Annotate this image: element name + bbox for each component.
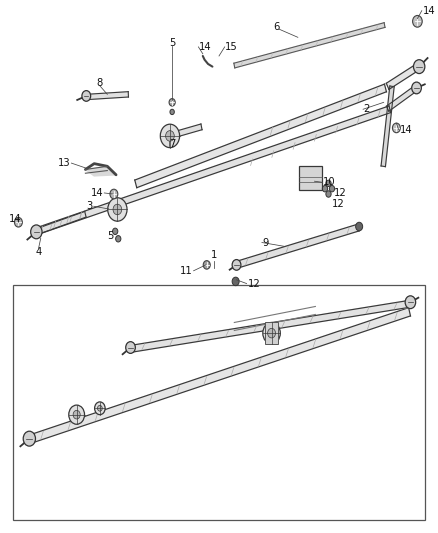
Text: 12: 12 — [247, 279, 260, 288]
Text: 6: 6 — [274, 22, 280, 31]
Text: 12: 12 — [332, 199, 344, 208]
Circle shape — [263, 322, 280, 344]
Text: 14: 14 — [399, 125, 412, 134]
Circle shape — [95, 402, 105, 415]
Text: 14: 14 — [9, 214, 21, 223]
Text: 14: 14 — [199, 42, 212, 52]
Circle shape — [98, 406, 102, 411]
Circle shape — [108, 198, 127, 221]
Text: 8: 8 — [97, 78, 103, 87]
Circle shape — [82, 91, 91, 101]
Circle shape — [116, 236, 121, 242]
Circle shape — [160, 124, 180, 148]
Circle shape — [232, 260, 241, 270]
Circle shape — [326, 180, 331, 187]
Circle shape — [113, 228, 118, 235]
Polygon shape — [236, 224, 359, 268]
Text: 3: 3 — [87, 201, 93, 211]
Circle shape — [126, 342, 135, 353]
Text: 1: 1 — [211, 250, 217, 260]
Polygon shape — [28, 308, 410, 444]
Polygon shape — [135, 84, 386, 188]
Circle shape — [322, 185, 328, 192]
Text: 14: 14 — [91, 188, 103, 198]
Circle shape — [413, 15, 422, 27]
Text: 9: 9 — [263, 238, 269, 247]
Bar — [299, 166, 322, 190]
Circle shape — [73, 410, 80, 419]
Polygon shape — [170, 124, 202, 139]
Polygon shape — [386, 86, 416, 111]
Circle shape — [203, 261, 210, 269]
Circle shape — [69, 405, 85, 424]
Text: 12: 12 — [334, 188, 346, 198]
Circle shape — [326, 191, 331, 197]
Text: 11: 11 — [180, 266, 193, 276]
Polygon shape — [381, 86, 394, 167]
Circle shape — [356, 222, 363, 231]
Polygon shape — [86, 92, 128, 100]
Circle shape — [413, 60, 425, 74]
Text: 13: 13 — [58, 158, 71, 168]
Circle shape — [268, 328, 276, 338]
Text: 15: 15 — [225, 42, 238, 52]
Circle shape — [23, 431, 35, 446]
Circle shape — [31, 225, 42, 239]
Circle shape — [405, 296, 416, 309]
Circle shape — [170, 109, 174, 115]
Circle shape — [113, 204, 122, 215]
Polygon shape — [234, 23, 385, 68]
Polygon shape — [35, 212, 86, 235]
Text: 4: 4 — [35, 247, 42, 257]
Polygon shape — [129, 301, 410, 352]
Circle shape — [392, 123, 400, 133]
Circle shape — [110, 189, 118, 199]
Polygon shape — [34, 106, 391, 235]
Polygon shape — [85, 166, 116, 176]
Text: 14: 14 — [423, 6, 435, 15]
Text: 7: 7 — [170, 139, 176, 149]
Circle shape — [232, 277, 239, 286]
Circle shape — [14, 217, 22, 227]
Text: 10: 10 — [323, 177, 336, 187]
Circle shape — [329, 185, 335, 192]
Text: 5: 5 — [169, 38, 175, 47]
Bar — [265, 322, 278, 344]
Text: 5: 5 — [108, 231, 114, 240]
Polygon shape — [386, 63, 420, 90]
FancyBboxPatch shape — [13, 285, 425, 520]
Circle shape — [166, 131, 174, 141]
Circle shape — [412, 82, 421, 94]
Text: 2: 2 — [364, 104, 370, 114]
Circle shape — [169, 99, 175, 106]
